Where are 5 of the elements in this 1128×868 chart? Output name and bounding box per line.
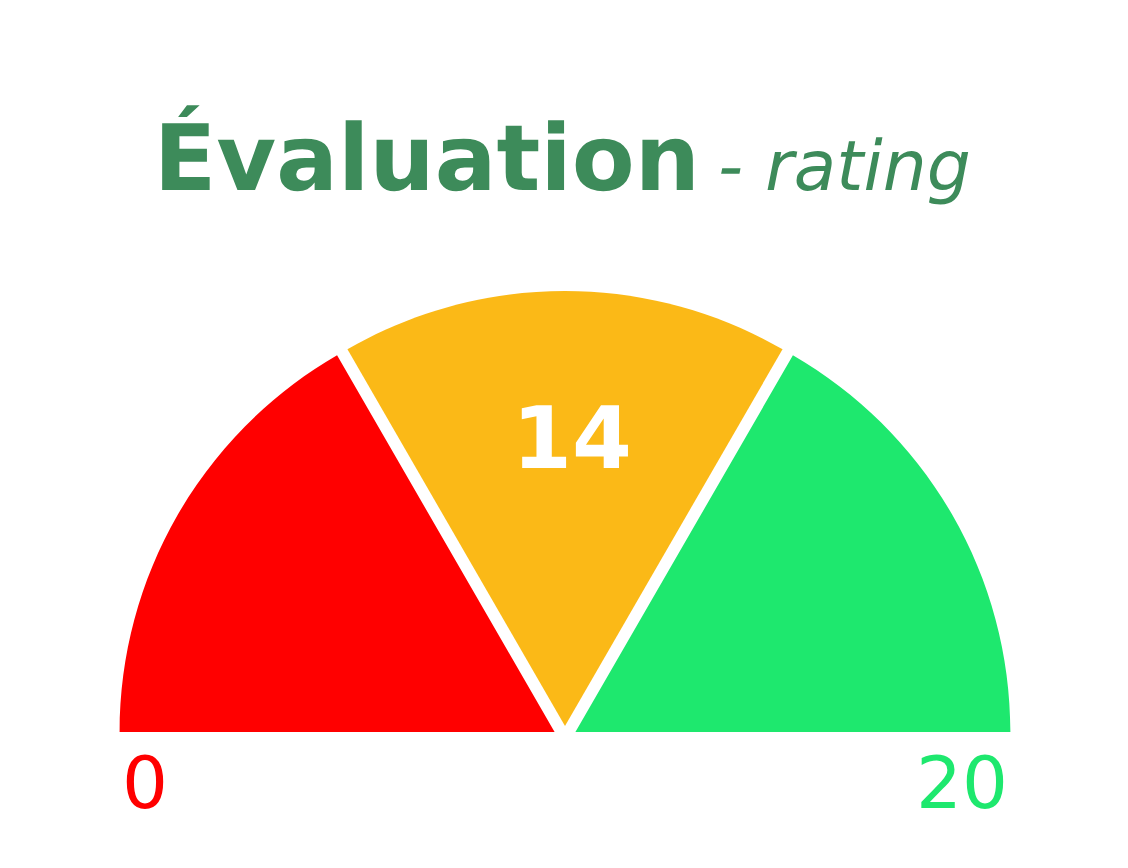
chart-subtitle: - rating: [721, 137, 969, 205]
text: 0: [126, 754, 164, 810]
chart-title: Évaluation: [162, 105, 693, 192]
text: 20: [921, 754, 1004, 810]
text: 14: [521, 405, 628, 468]
